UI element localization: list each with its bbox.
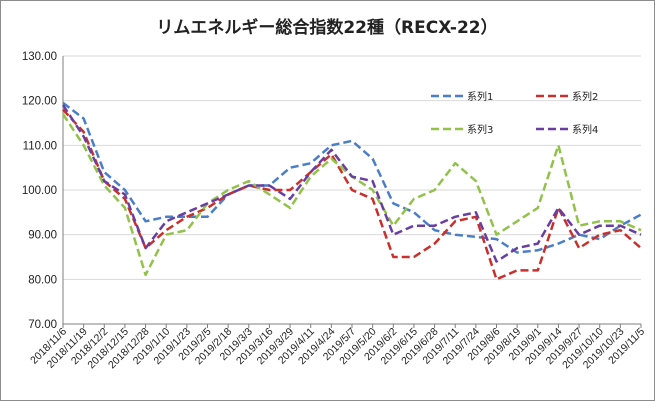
legend-label-4: 系列4 (572, 123, 598, 136)
legend-label-2: 系列2 (572, 90, 598, 103)
chart-title: リムエネルギー総合指数22種（RECX-22） (156, 17, 497, 38)
series-line-2 (62, 108, 642, 281)
series-line-1 (62, 101, 642, 254)
y-tick-label: 110.00 (23, 140, 57, 152)
y-tick-label: 90.00 (28, 230, 57, 242)
y-tick-label: 120.00 (22, 96, 57, 108)
plot-area (61, 101, 642, 281)
y-tick-label: 80.00 (28, 274, 57, 286)
legend-label-1: 系列1 (467, 90, 493, 103)
legend: 系列1 系列2 系列3 系列4 (431, 90, 598, 136)
legend-label-3: 系列3 (467, 123, 493, 136)
y-axis: 70.00 80.00 90.00 100.00 110.00 120.00 130.00 (22, 51, 64, 331)
x-axis: 2018/11/62018/11/192018/12/22018/12/1520… (28, 323, 647, 371)
y-tick-label: 70.00 (28, 319, 57, 331)
series-line-4 (61, 104, 642, 263)
series-line-3 (61, 113, 642, 277)
y-tick-label: 130.00 (22, 51, 57, 63)
y-tick-label: 100.00 (22, 185, 57, 197)
